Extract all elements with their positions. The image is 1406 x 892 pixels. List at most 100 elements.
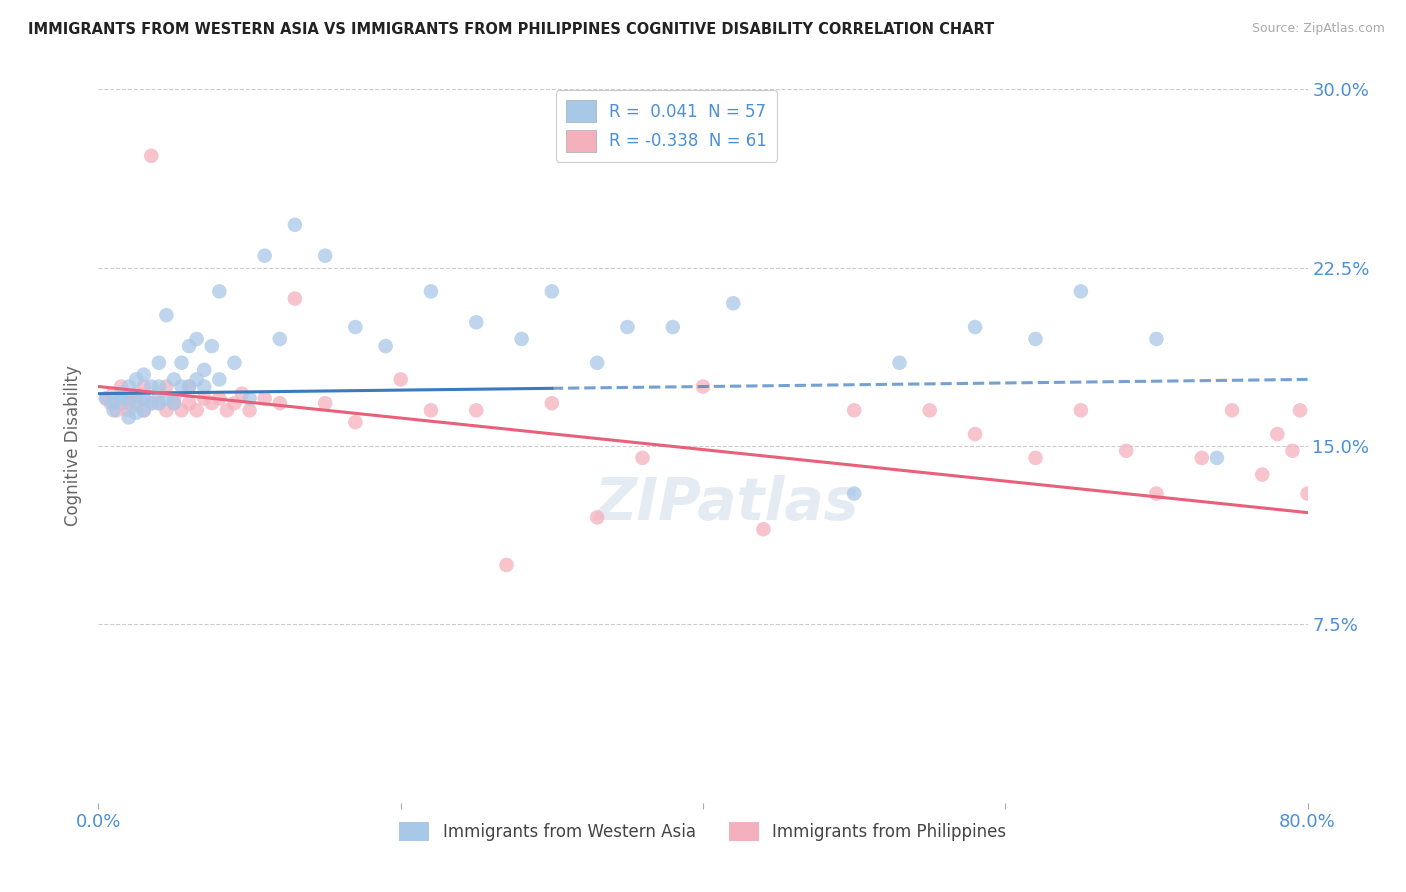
Point [420, 285, 443, 299]
Point [155, 308, 177, 322]
Point [1251, 467, 1274, 482]
Text: ZIPatlas: ZIPatlas [595, 475, 859, 532]
Point [125, 392, 148, 406]
Point [284, 218, 307, 232]
Point [132, 403, 155, 417]
Point [132, 368, 155, 382]
Point [155, 403, 177, 417]
Point [148, 396, 170, 410]
Point [110, 392, 132, 406]
Point [586, 356, 609, 370]
Point [170, 379, 193, 393]
Point [132, 379, 155, 393]
Point [540, 396, 562, 410]
Point [269, 332, 291, 346]
Point [752, 522, 775, 536]
Point [163, 392, 186, 406]
Point [344, 320, 367, 334]
Point [208, 285, 231, 299]
Point [179, 379, 201, 393]
Point [193, 363, 215, 377]
Point [1144, 332, 1167, 346]
Point [253, 249, 276, 263]
Point [125, 406, 148, 420]
Point [540, 285, 562, 299]
Point [110, 386, 132, 401]
Point [1115, 443, 1137, 458]
Point [1281, 443, 1303, 458]
Point [1070, 285, 1092, 299]
Point [186, 403, 208, 417]
Point [118, 396, 141, 410]
Point [141, 396, 163, 410]
Point [121, 392, 143, 406]
Y-axis label: Cognitive Disability: Cognitive Disability [65, 366, 83, 526]
Legend: Immigrants from Western Asia, Immigrants from Philippines: Immigrants from Western Asia, Immigrants… [392, 815, 1014, 848]
Point [374, 339, 396, 353]
Point [661, 320, 683, 334]
Point [314, 249, 336, 263]
Point [100, 396, 122, 410]
Point [179, 339, 201, 353]
Point [586, 510, 609, 524]
Point [170, 403, 193, 417]
Point [1289, 403, 1312, 417]
Point [965, 427, 987, 442]
Point [631, 450, 654, 465]
Point [1206, 450, 1229, 465]
Point [132, 403, 155, 417]
Point [118, 392, 141, 406]
Point [495, 558, 517, 572]
Point [1024, 450, 1046, 465]
Point [269, 396, 291, 410]
Point [125, 386, 148, 401]
Point [201, 339, 224, 353]
Point [186, 332, 208, 346]
Point [163, 396, 186, 410]
Point [224, 356, 246, 370]
Point [284, 292, 307, 306]
Point [1267, 427, 1289, 442]
Point [155, 379, 177, 393]
Point [118, 379, 141, 393]
Point [844, 403, 866, 417]
Point [208, 372, 231, 386]
Point [148, 386, 170, 401]
Point [125, 396, 148, 410]
Point [193, 379, 215, 393]
Point [201, 396, 224, 410]
Point [179, 396, 201, 410]
Point [103, 403, 125, 417]
Point [389, 372, 412, 386]
Point [231, 386, 253, 401]
Point [163, 396, 186, 410]
Point [141, 396, 163, 410]
Point [1024, 332, 1046, 346]
Point [155, 392, 177, 406]
Point [148, 396, 170, 410]
Point [125, 372, 148, 386]
Point [510, 332, 533, 346]
Point [224, 396, 246, 410]
Point [110, 396, 132, 410]
Point [344, 415, 367, 429]
Point [420, 403, 443, 417]
Text: Source: ZipAtlas.com: Source: ZipAtlas.com [1251, 22, 1385, 36]
Point [918, 403, 941, 417]
Point [118, 410, 141, 425]
Point [163, 372, 186, 386]
Point [692, 379, 714, 393]
Point [193, 392, 215, 406]
Point [148, 379, 170, 393]
Point [1191, 450, 1213, 465]
Point [253, 392, 276, 406]
Point [965, 320, 987, 334]
Point [132, 392, 155, 406]
Point [141, 149, 163, 163]
Point [1296, 486, 1319, 500]
Point [844, 486, 866, 500]
Point [239, 392, 262, 406]
Point [889, 356, 911, 370]
Point [103, 386, 125, 401]
Point [465, 315, 488, 329]
